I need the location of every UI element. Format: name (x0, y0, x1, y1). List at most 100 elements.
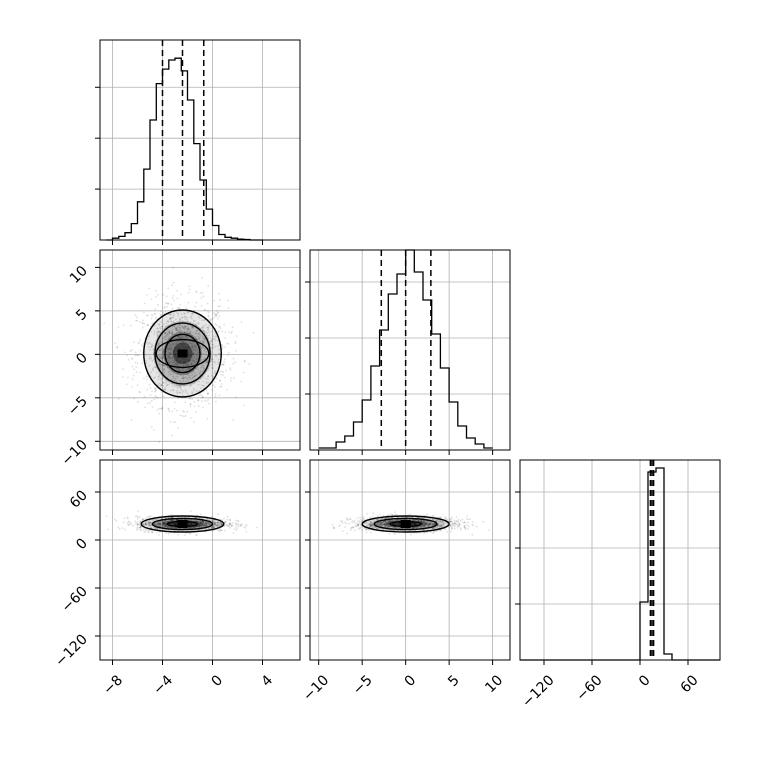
sample-point (154, 526, 157, 529)
sample-point (212, 367, 214, 369)
sample-point (197, 369, 200, 372)
sample-point (217, 524, 220, 527)
sample-point (165, 523, 168, 526)
sample-point (164, 381, 167, 384)
sample-point (201, 340, 204, 342)
panel-frame (309, 249, 511, 451)
sample-point (156, 523, 159, 526)
sample-point (201, 291, 204, 294)
sample-point (436, 525, 439, 528)
sample-point (217, 522, 219, 525)
sample-point (161, 381, 164, 383)
sample-point (217, 529, 220, 531)
sample-point (214, 313, 217, 316)
sample-point (411, 522, 413, 525)
sample-point (152, 519, 155, 522)
sample-point (202, 522, 205, 525)
sample-point (184, 360, 187, 363)
sample-point (428, 525, 430, 528)
sample-point (162, 312, 165, 314)
sample-point (174, 327, 177, 330)
sample-point (387, 520, 389, 522)
sample-point (369, 521, 372, 524)
sample-point (147, 521, 150, 524)
sample-point (199, 521, 201, 524)
sample-point (202, 341, 204, 344)
sample-point (201, 528, 204, 531)
sample-point (157, 331, 160, 334)
sample-point (138, 391, 141, 394)
sample-point (359, 527, 362, 529)
sample-point (183, 346, 185, 349)
sample-point (164, 306, 166, 308)
sample-point (152, 348, 155, 351)
sample-point (155, 371, 158, 374)
sample-point (175, 375, 178, 378)
sample-point (172, 375, 175, 378)
sample-point (138, 526, 140, 529)
sample-point (161, 523, 164, 526)
sample-point (191, 398, 194, 400)
sample-point (188, 527, 190, 529)
sample-point (410, 522, 413, 525)
sample-point (221, 523, 223, 525)
sample-point (134, 522, 137, 525)
sample-point (172, 349, 175, 352)
sample-point (144, 530, 147, 533)
sample-point (202, 347, 204, 349)
sample-point (226, 515, 229, 518)
contour-line (140, 515, 225, 533)
sample-point (150, 426, 153, 428)
sample-point (181, 316, 184, 319)
sample-point (183, 331, 186, 334)
sample-point (366, 525, 368, 527)
sample-point (186, 330, 189, 332)
sample-point (198, 526, 201, 529)
sample-point (377, 521, 380, 524)
sample-point (384, 524, 387, 527)
sample-point (174, 522, 176, 525)
sample-point (134, 354, 137, 357)
sample-point (388, 526, 390, 528)
sample-point (217, 521, 220, 524)
sample-point (183, 415, 185, 418)
sample-point (488, 529, 490, 532)
sample-point (212, 343, 215, 346)
sample-point (170, 514, 173, 516)
y-tick-label: 5 (73, 306, 91, 324)
sample-point (187, 326, 189, 328)
sample-point (453, 522, 456, 525)
sample-point (174, 348, 177, 350)
sample-point (194, 519, 197, 522)
sample-point (189, 397, 192, 400)
sample-point (413, 522, 416, 525)
sample-point (176, 375, 179, 378)
sample-point (192, 326, 194, 329)
sample-point (142, 522, 145, 525)
sample-point (178, 307, 180, 310)
sample-point (451, 525, 454, 527)
sample-point (451, 520, 453, 523)
sample-point (213, 299, 216, 302)
sample-point (216, 339, 219, 342)
sample-point (184, 325, 187, 328)
sample-point (172, 350, 175, 353)
sample-point (385, 524, 387, 527)
sample-point (379, 523, 382, 526)
sample-point (197, 525, 200, 527)
sample-point (232, 377, 235, 379)
sample-point (137, 516, 140, 519)
sample-point (226, 388, 229, 391)
sample-point (224, 346, 226, 348)
sample-point (200, 522, 202, 525)
sample-point (191, 351, 194, 354)
sample-point (425, 521, 428, 524)
sample-point (183, 377, 186, 379)
sample-point (200, 525, 203, 527)
x-tick-label: −120 (519, 672, 558, 711)
sample-point (214, 521, 217, 524)
sample-point (397, 522, 400, 524)
sample-point (127, 524, 130, 526)
sample-point (200, 360, 203, 363)
sample-point (217, 363, 220, 365)
